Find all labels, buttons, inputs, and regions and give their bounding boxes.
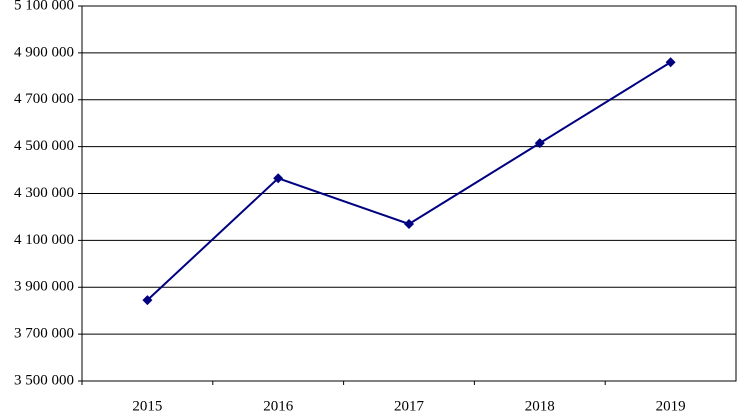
y-tick-label: 4 100 000: [14, 232, 74, 248]
marker: [273, 173, 284, 184]
y-tick-label: 4 900 000: [14, 44, 74, 60]
line: [146, 61, 672, 301]
marker: [534, 138, 545, 149]
marker: [142, 295, 153, 306]
y-tick-label: 3 900 000: [14, 279, 74, 295]
y-tick-label: 5 100 000: [14, 0, 74, 13]
y-tick-label: 4 500 000: [14, 138, 74, 154]
y-tick-label: 4 300 000: [14, 185, 74, 201]
x-tick-label: 2016: [263, 398, 294, 414]
marker: [665, 57, 676, 68]
x-tick-label: 2017: [394, 398, 425, 414]
marker: [404, 218, 414, 229]
y-tick-label: 3 700 000: [14, 326, 74, 342]
x-tick-label: 2019: [656, 398, 686, 414]
y-tick-label: 3 500 000: [14, 372, 74, 388]
y-tick-label: 4 700 000: [14, 91, 74, 107]
x-tick-label: 2015: [132, 398, 162, 414]
x-tick-label: 2018: [525, 398, 555, 414]
